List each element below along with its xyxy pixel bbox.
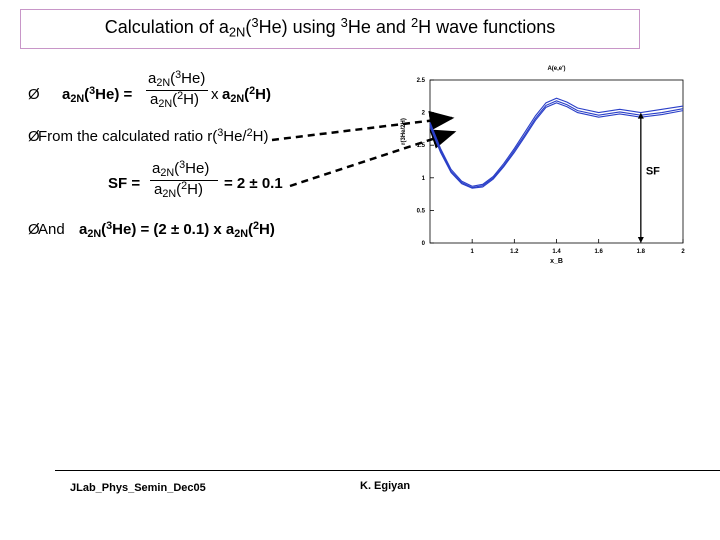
b1-denominator: a2N(2H) <box>150 90 199 111</box>
bullet-icon: Ø <box>28 86 40 103</box>
b3-and: And <box>38 221 65 238</box>
x-tick-label: 1.2 <box>510 249 519 255</box>
sf-rhs: = 2 ± 0.1 <box>224 175 283 192</box>
sf-arrow-head-top <box>637 112 644 119</box>
bullet-icon: Ø <box>28 128 40 145</box>
plot-frame <box>429 79 684 244</box>
sf-numerator: a2N(3He) <box>152 159 210 180</box>
b1-fraction-line <box>146 90 208 91</box>
sf-fraction-line <box>150 180 218 181</box>
bullet-icon: Ø <box>28 221 40 238</box>
y-tick-label: 1.5 <box>417 143 426 149</box>
y-tick-label: 2.5 <box>417 78 426 84</box>
sf-lhs: SF = <box>108 175 141 192</box>
series-line-1 <box>429 97 684 187</box>
b3-equation: a2N(3He) = (2 ± 0.1) x a2N(2H) <box>79 220 275 241</box>
x-tick-label: 2 <box>681 249 685 255</box>
y-axis-label: r(3He/2H) <box>401 118 407 145</box>
sf-annotation: SF <box>646 166 660 178</box>
arrow-ratio <box>271 110 455 142</box>
x-tick-label: 1.8 <box>637 249 646 255</box>
sf-arrow-head-bottom <box>637 237 644 243</box>
footer-line <box>55 470 720 471</box>
footer-left: JLab_Phys_Semin_Dec05 <box>70 482 206 494</box>
x-tick-label: 1.6 <box>594 249 603 255</box>
series-line-2 <box>429 100 684 189</box>
footer-right: K. Egiyan <box>360 480 411 492</box>
y-tick-label: 0 <box>422 241 426 247</box>
b1-lhs: a2N(3He) = <box>62 85 133 106</box>
sf-denominator: a2N(2H) <box>154 180 203 201</box>
ratio-plot: 1 1.2 1.4 1.6 1.8 2 0 0.5 1 1.5 2 2.5 A(e,e') x_B r(3H… <box>401 66 685 265</box>
b1-numerator: a2N(3He) <box>148 69 206 90</box>
title-box <box>20 9 640 49</box>
chart-title: A(e,e') <box>547 66 565 72</box>
b2-text: From the calculated ratio r(3He/2H) <box>38 127 269 145</box>
series-line-3 <box>429 102 684 189</box>
x-tick-label: 1 <box>470 249 474 255</box>
y-tick-label: 2 <box>422 111 426 117</box>
b1-rhs: a2N(2H) <box>222 85 271 106</box>
slide-title: Calculation of a2N(3He) using 3He and 2H… <box>104 15 556 40</box>
y-tick-label: 1 <box>422 176 426 182</box>
x-tick-label: 1.4 <box>552 249 561 255</box>
x-axis-label: x_B <box>550 258 563 265</box>
y-tick-label: 0.5 <box>417 208 426 214</box>
b1-times: x <box>211 86 219 103</box>
arrow-sf <box>289 129 457 188</box>
